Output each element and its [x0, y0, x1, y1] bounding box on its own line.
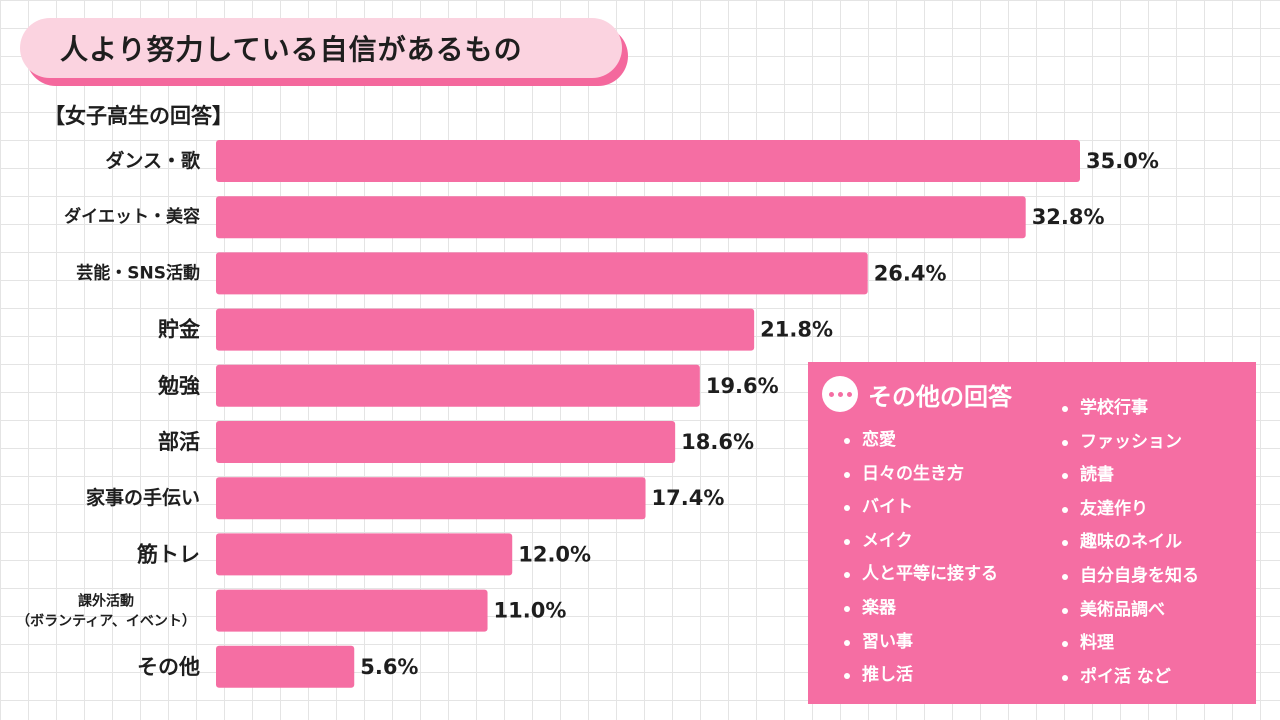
other-answers-header: その他の回答 [822, 376, 1012, 412]
other-answers-list-right: 学校行事 ファッション 読書 友達作り 趣味のネイル 自分自身を知る 美術品調べ 料理 ポイ活 … [1058, 392, 1199, 694]
category-label-9: その他 [137, 655, 200, 679]
other-answer-right-item-0: 学校行事 [1058, 392, 1199, 426]
chart-title: 人より努力している自信があるもの [20, 18, 622, 78]
value-label-1: 32.8% [1032, 205, 1105, 229]
category-label-2: 芸能・SNS活動 [76, 262, 200, 283]
other-answer-left-item-2: バイト [840, 491, 998, 525]
ellipsis-icon [822, 376, 858, 412]
bar-9 [216, 645, 355, 688]
other-answers-panel: その他の回答 恋愛 日々の生き方 バイト メイク 人と平等に接する 楽器 習い事 推し活 学校… [808, 362, 1256, 704]
value-label-9: 5.6% [360, 655, 418, 679]
value-label-0: 35.0% [1086, 149, 1159, 173]
value-label-3: 21.8% [760, 318, 833, 342]
other-answer-right-item-2: 読書 [1058, 459, 1199, 493]
other-answer-right-item-3: 友達作り [1058, 493, 1199, 527]
bar-2 [216, 252, 868, 295]
category-label-1: ダイエット・美容 [64, 206, 200, 227]
other-answer-right-item-5: 自分自身を知る [1058, 560, 1199, 594]
category-label-4: 勉強 [157, 374, 200, 398]
category-label-3: 貯金 [158, 318, 201, 342]
value-label-5: 18.6% [681, 430, 754, 454]
bar-7 [216, 533, 513, 576]
other-answer-left-item-6: 習い事 [840, 626, 998, 660]
other-answer-right-item-6: 美術品調べ [1058, 594, 1199, 628]
other-answer-left-item-3: メイク [840, 525, 998, 559]
title-banner: 人より努力している自信があるもの [20, 18, 632, 88]
other-answers-title: その他の回答 [868, 382, 1012, 411]
other-answer-right-item-8: ポイ活 など [1058, 661, 1199, 695]
bar-chart: 35.0% ダンス・歌 32.8% ダイエット・美容 26.4% 芸能・SNS活動 21.8… [16, 140, 1159, 688]
bar-6 [216, 477, 646, 520]
bar-1 [216, 196, 1026, 239]
value-label-8: 11.0% [494, 599, 567, 623]
bar-3 [216, 308, 755, 351]
chart-subtitle: 【女子高生の回答】 [44, 104, 233, 128]
other-answers-list-left: 恋愛 日々の生き方 バイト メイク 人と平等に接する 楽器 習い事 推し活 [840, 424, 998, 693]
bar-0 [216, 140, 1080, 182]
bar-8 [216, 589, 488, 632]
other-answer-left-item-0: 恋愛 [840, 424, 998, 458]
value-label-7: 12.0% [518, 542, 591, 566]
category-label-5: 部活 [158, 430, 200, 454]
category-label-0: ダンス・歌 [105, 149, 201, 172]
other-answer-left-item-7: 推し活 [840, 659, 998, 693]
other-answer-right-item-1: ファッション [1058, 426, 1199, 460]
other-answer-left-item-5: 楽器 [840, 592, 998, 626]
bar-4 [216, 364, 700, 407]
other-answer-left-item-4: 人と平等に接する [840, 558, 998, 592]
value-label-2: 26.4% [874, 261, 947, 285]
category-label-7: 筋トレ [136, 542, 200, 566]
category-label-6: 家事の手伝い [86, 486, 200, 509]
value-label-4: 19.6% [706, 374, 779, 398]
category-label-8: 課外活動（ボランティア、イベント） [16, 593, 196, 630]
bar-5 [216, 421, 676, 463]
value-label-6: 17.4% [652, 486, 725, 510]
other-answer-right-item-4: 趣味のネイル [1058, 526, 1199, 560]
other-answer-right-item-7: 料理 [1058, 627, 1199, 661]
other-answer-left-item-1: 日々の生き方 [840, 458, 998, 492]
